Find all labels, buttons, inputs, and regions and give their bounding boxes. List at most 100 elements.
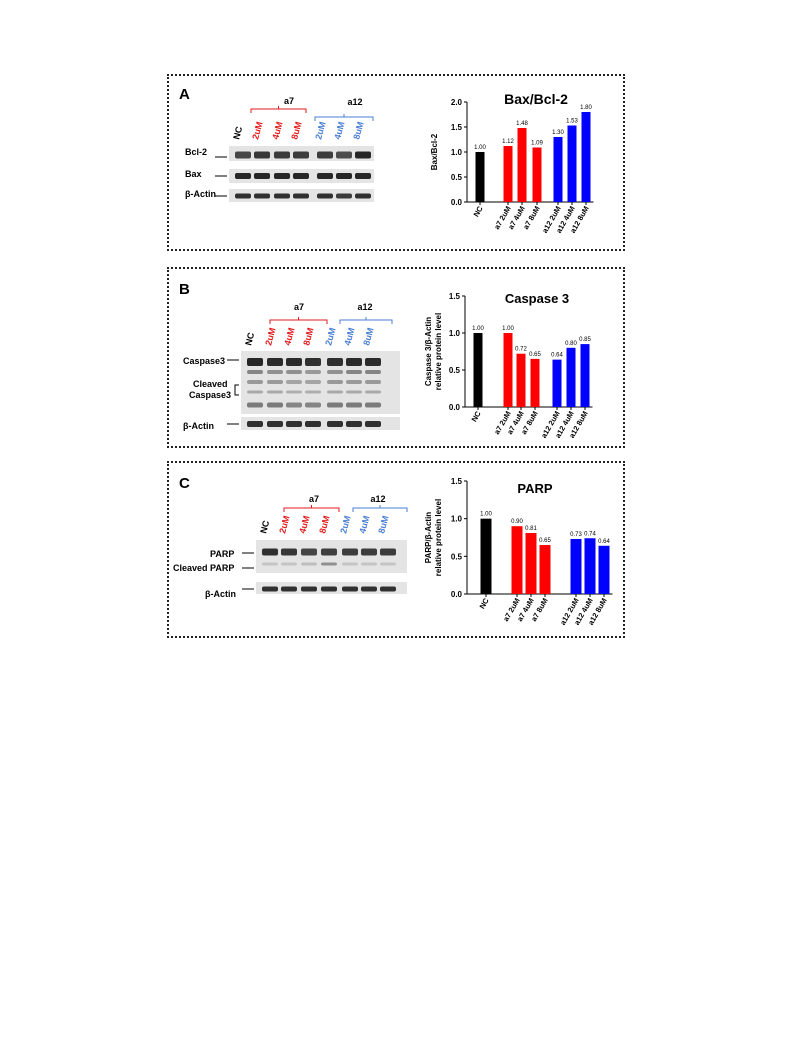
bar — [581, 112, 591, 202]
protein-band — [254, 173, 270, 179]
protein-band — [327, 358, 343, 366]
protein-band — [346, 370, 362, 374]
bar-value-label: 1.48 — [516, 121, 528, 127]
protein-band — [286, 370, 302, 374]
panel-letter: B — [179, 281, 190, 298]
bar-value-label: 0.90 — [511, 519, 523, 525]
protein-band — [281, 586, 297, 592]
bar — [530, 358, 540, 407]
protein-band — [274, 193, 290, 199]
protein-band — [305, 358, 321, 366]
bar — [570, 539, 582, 594]
bar-chart-c: PARP 0.0 0.5 1.0 1.5 PARP/β-Actin relative pro… — [424, 477, 613, 627]
bar-value-label: 1.09 — [531, 141, 543, 147]
lane-label: 4uM — [297, 515, 311, 535]
bar — [539, 545, 551, 594]
x-tick-label: NC — [470, 409, 484, 423]
bar-value-label: 0.85 — [579, 337, 591, 343]
bar-value-label: 0.74 — [584, 531, 596, 537]
protein-band — [321, 586, 337, 592]
group-bracket — [352, 505, 408, 512]
protein-band — [267, 380, 283, 384]
protein-band — [293, 193, 309, 199]
bar-value-label: 1.30 — [552, 130, 564, 136]
lane-label: NC — [258, 519, 271, 535]
y-tick-label: 0.5 — [451, 552, 463, 561]
protein-band — [342, 586, 358, 592]
protein-band — [267, 421, 283, 427]
protein-band — [355, 193, 371, 199]
protein-band — [254, 193, 270, 199]
lane-label: 8uM — [301, 327, 315, 347]
panel-a: A a7 a12 NC 2uM 4uM 8uM 2uM 4uM 8uM Bcl-2 Bax β-Act… — [167, 74, 625, 251]
protein-band — [267, 402, 283, 408]
protein-band — [342, 562, 358, 566]
bar — [598, 545, 610, 594]
protein-band — [355, 151, 371, 159]
protein-band — [346, 402, 362, 408]
protein-band — [254, 151, 270, 159]
blot-row-label: Bax — [185, 169, 202, 179]
bar-value-label: 1.12 — [502, 139, 514, 145]
bar — [475, 152, 485, 202]
lane-label: 2uM — [338, 515, 352, 535]
lane-label: 8uM — [289, 121, 303, 141]
protein-band — [281, 548, 297, 556]
x-tick-label: NC — [478, 596, 492, 610]
protein-band — [247, 421, 263, 427]
protein-band — [286, 402, 302, 408]
protein-band — [286, 358, 302, 366]
bar-value-label: 1.00 — [502, 326, 514, 332]
protein-band — [247, 402, 263, 408]
panel-letter: C — [179, 475, 190, 492]
lane-label: 2uM — [277, 515, 291, 535]
group-bracket — [250, 106, 307, 113]
protein-band — [365, 358, 381, 366]
protein-band — [262, 548, 278, 556]
protein-band — [235, 193, 251, 199]
protein-band — [317, 193, 333, 199]
protein-band — [247, 370, 263, 374]
bar-chart-b: Caspase 3 0.0 0.5 1.0 1.5 Caspase 3/β-Actin re… — [424, 291, 593, 440]
protein-band — [301, 562, 317, 566]
protein-band — [235, 173, 251, 179]
lane-label: 8uM — [361, 327, 375, 347]
bar — [525, 532, 537, 594]
bar — [480, 518, 492, 594]
group-bracket — [283, 505, 340, 512]
protein-band — [247, 358, 263, 366]
protein-band — [317, 151, 333, 159]
lane-label: 4uM — [342, 327, 356, 347]
protein-band — [346, 421, 362, 427]
protein-band — [247, 390, 263, 394]
blot-membrane — [256, 540, 407, 573]
protein-band — [365, 402, 381, 408]
y-tick-label: 0.0 — [451, 590, 463, 599]
group-label: a7 — [309, 494, 319, 504]
protein-band — [281, 562, 297, 566]
chart-title: Bax/Bcl-2 — [504, 91, 568, 107]
y-tick-label: 0.0 — [449, 403, 461, 412]
blot-row-label: Caspase3 — [189, 390, 231, 400]
western-blot-a: a7 a12 NC 2uM 4uM 8uM 2uM 4uM 8uM Bcl-2 Bax β-Actin — [185, 96, 374, 202]
protein-band — [262, 562, 278, 566]
group-bracket — [269, 317, 328, 324]
lane-label: 8uM — [376, 515, 390, 535]
blot-row-label: Caspase3 — [183, 356, 225, 366]
bar-value-label: 0.81 — [525, 526, 537, 532]
protein-band — [380, 562, 396, 566]
chart-title: PARP — [517, 481, 552, 496]
blot-row-label: Bcl-2 — [185, 147, 207, 157]
group-bracket — [314, 114, 374, 121]
y-axis-label: PARP/β-Actin — [424, 512, 433, 564]
bar-value-label: 1.00 — [474, 145, 486, 151]
protein-band — [321, 548, 337, 556]
y-tick-label: 1.5 — [451, 477, 463, 486]
protein-band — [327, 370, 343, 374]
bar — [580, 344, 590, 407]
protein-band — [336, 173, 352, 179]
protein-band — [247, 380, 263, 384]
protein-band — [380, 586, 396, 592]
blot-row-label: Cleaved — [193, 379, 228, 389]
bar-value-label: 0.65 — [529, 352, 541, 358]
